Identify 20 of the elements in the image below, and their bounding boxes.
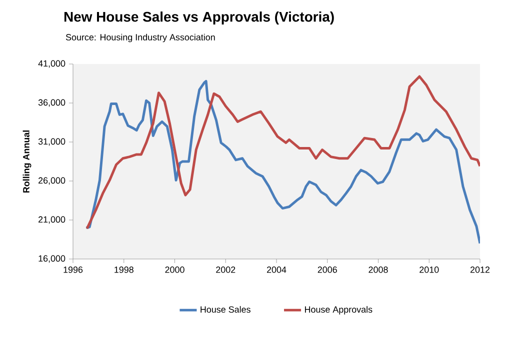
y-tick-label: 36,000 xyxy=(38,99,66,107)
y-tick-label: 41,000 xyxy=(38,60,66,68)
x-tick-label: 2002 xyxy=(216,266,236,273)
x-tick-label: 2004 xyxy=(266,266,286,273)
x-tick-label: 2008 xyxy=(368,266,388,273)
x-tick-label: 2012 xyxy=(470,266,490,273)
x-tick-label: 2000 xyxy=(165,266,184,273)
x-tick-label: 1996 xyxy=(64,266,83,273)
legend-label: House Approvals xyxy=(305,306,372,314)
y-tick-label: 31,000 xyxy=(38,138,66,146)
x-tick-label: 1998 xyxy=(114,266,134,273)
y-axis-title: Rolling Annual xyxy=(22,130,32,193)
y-tick-label: 26,000 xyxy=(38,177,66,185)
y-tick-label: 21,000 xyxy=(38,216,66,224)
chart-subtitle: Source: Housing Industry Association xyxy=(66,34,215,42)
y-tick-label: 16,000 xyxy=(38,255,66,263)
chart-title: New House Sales vs Approvals (Victoria) xyxy=(64,11,334,24)
legend-label: House Sales xyxy=(200,306,250,313)
x-tick-label: 2010 xyxy=(420,266,439,273)
x-tick-label: 2006 xyxy=(318,266,337,273)
